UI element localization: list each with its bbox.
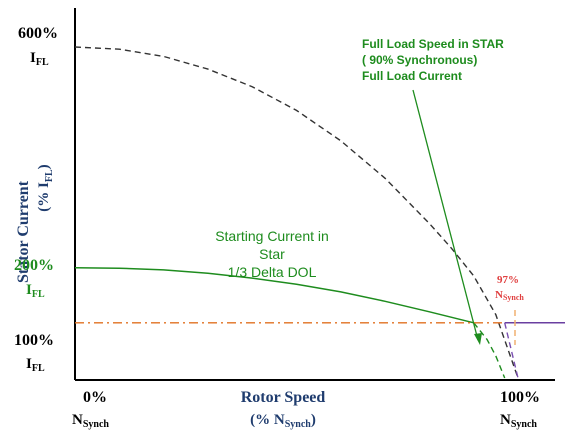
annotation-97-percent: 97% NSynch — [495, 274, 524, 345]
y-axis-subtitle: (% IFL) — [36, 164, 55, 211]
svg-text:100%: 100% — [14, 332, 54, 349]
svg-text:1/3 Delta DOL: 1/3 Delta DOL — [228, 264, 317, 280]
svg-text:Full Load Speed in STAR: Full Load Speed in STAR — [362, 37, 504, 51]
y-tick-200: 200% IFL — [14, 257, 54, 300]
series-line-1 — [74, 266, 474, 324]
svg-text:NSynch: NSynch — [72, 412, 109, 430]
svg-text:Star: Star — [259, 246, 285, 262]
svg-text:100%: 100% — [500, 389, 540, 406]
series-layer — [74, 46, 565, 379]
arrowhead-full-load — [474, 333, 482, 345]
svg-text:0%: 0% — [83, 389, 107, 406]
y-axis-title: Stator Current — [15, 180, 32, 283]
y-tick-600: 600% IFL — [18, 25, 58, 68]
svg-text:NSynch: NSynch — [495, 289, 524, 302]
x-tick-0: 0% NSynch — [72, 389, 109, 430]
svg-text:IFL: IFL — [26, 282, 45, 300]
series-line-0 — [74, 46, 519, 379]
svg-text:IFL: IFL — [30, 50, 49, 68]
svg-text:( 90% Synchronous): ( 90% Synchronous) — [362, 53, 477, 67]
annotation-full-load: Full Load Speed in STAR ( 90% Synchronou… — [362, 37, 504, 345]
x-axis-title: Rotor Speed — [241, 389, 326, 406]
svg-text:600%: 600% — [18, 25, 58, 42]
svg-text:Full Load Current: Full Load Current — [362, 69, 462, 83]
svg-text:200%: 200% — [14, 257, 54, 274]
series-line-5 — [504, 322, 519, 379]
svg-text:Starting Current in: Starting Current in — [215, 228, 329, 244]
x-axis-subtitle: (% NSynch) — [250, 412, 316, 430]
y-tick-100: 100% IFL — [14, 332, 54, 374]
annotation-starting-current: Starting Current in Star 1/3 Delta DOL — [215, 228, 329, 280]
arrow-full-load — [412, 89, 479, 341]
svg-text:IFL: IFL — [26, 356, 45, 374]
svg-text:97%: 97% — [497, 274, 519, 286]
svg-text:NSynch: NSynch — [500, 412, 537, 430]
series-line-2 — [473, 322, 506, 379]
x-tick-100: 100% NSynch — [500, 389, 540, 430]
